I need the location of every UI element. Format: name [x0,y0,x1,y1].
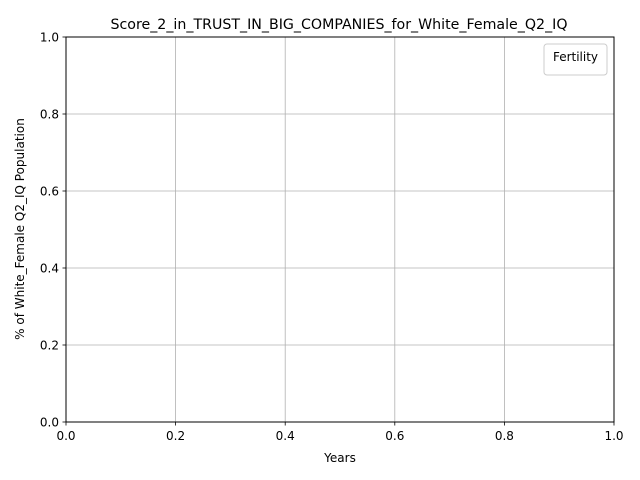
y-tick-label: 0.2 [40,338,59,352]
legend-title: Fertility [553,50,598,64]
x-tick-label: 0.8 [495,429,514,443]
y-tick-label: 0.0 [40,415,59,429]
y-tick-label: 1.0 [40,30,59,44]
grid [65,36,615,423]
legend: Fertility [543,43,608,76]
x-tick-label: 0.4 [276,429,295,443]
plot-area-frame [65,36,615,423]
chart-title: Score_2_in_TRUST_IN_BIG_COMPANIES_for_Wh… [110,17,567,33]
y-axis-label: % of White_Female Q2_IQ Population [13,118,27,340]
x-tick-label: 0.0 [56,429,75,443]
x-tick-label: 1.0 [604,429,623,443]
y-tick-label: 0.4 [40,261,59,275]
legend-box [543,43,608,76]
x-axis-ticks: 0.0 0.2 0.4 0.6 0.8 1.0 [56,422,624,443]
x-axis-label: Years [323,451,356,465]
y-axis-ticks: 0.0 0.2 0.4 0.6 0.8 1.0 [40,30,66,429]
x-tick-label: 0.2 [166,429,185,443]
x-tick-label: 0.6 [385,429,404,443]
y-tick-label: 0.6 [40,184,59,198]
y-tick-label: 0.8 [40,107,59,121]
